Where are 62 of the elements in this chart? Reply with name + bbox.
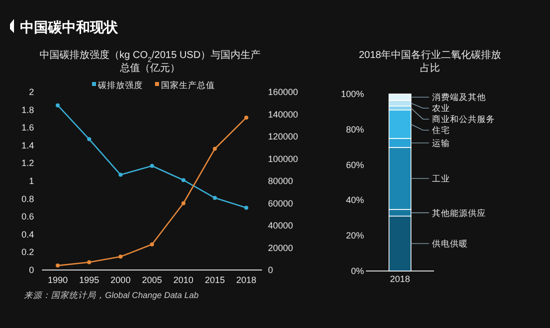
text: 农业 (432, 103, 450, 114)
x-tick-label: 1990 (48, 275, 68, 285)
y2-tick-label: 100000 (268, 154, 298, 164)
y-tick-label: 0 (28, 265, 34, 275)
y2-tick-label: 140000 (268, 109, 298, 120)
y-tick-label: 0.8 (21, 194, 34, 204)
y-tick-label: 1.2 (21, 158, 34, 168)
y2-tick-label: 80000 (268, 176, 294, 186)
y-tick-label: 0.6 (21, 212, 34, 222)
y2-tick-label: 40000 (268, 220, 294, 230)
text: 商业和公共服务 (432, 114, 495, 124)
x-tick-label: 2000 (110, 275, 131, 285)
y-tick-label: 100% (340, 89, 364, 99)
y2-tick-label: 120000 (268, 132, 298, 142)
point (87, 260, 92, 264)
text: 其他能源供应 (432, 208, 486, 218)
chart-title: 中国碳排放强度（kg CO$_{2}$/2015 USD）与国内生产总值（亿元） (39, 49, 261, 74)
point (212, 196, 217, 200)
y-tick-label: 0.2 (21, 247, 34, 258)
point (150, 164, 154, 168)
y2-tick-label: 20000 (268, 242, 294, 253)
legend-label: 国家生产总值 (161, 80, 215, 90)
y2-tick-label: 60000 (268, 198, 294, 208)
y-tick-label: 60% (346, 160, 364, 170)
point (244, 116, 248, 120)
x-tick-label: 2010 (173, 275, 194, 285)
text: 工业 (432, 173, 450, 184)
text: 住宅 (432, 125, 450, 136)
chart-title: 2018年中国各行业二氧化碳排放占比 (358, 49, 502, 74)
x-tick-label: 2005 (142, 275, 162, 285)
text: 供电供暖 (432, 238, 468, 249)
y-tick-label: 1 (28, 176, 34, 186)
y-tick-label: 1.8 (21, 104, 34, 115)
y2-tick-label: 0 (268, 265, 274, 275)
y-tick-label: 0.4 (21, 229, 34, 240)
y-tick-label: 20% (346, 230, 364, 241)
text: 消费端及其他 (432, 92, 486, 102)
text: 运输 (432, 138, 450, 148)
point (56, 103, 60, 108)
y2-tick-label: 160000 (268, 87, 298, 97)
y-tick-label: 0% (350, 266, 364, 276)
point (181, 178, 186, 182)
y-tick-label: 40% (346, 195, 364, 206)
y-tick-label: 80% (346, 124, 364, 134)
source-note: 来源：国家统计局，Global Change Data Lab (24, 290, 199, 300)
x-tick-label: 1995 (79, 275, 100, 285)
x-tick-label: 2018 (390, 274, 410, 284)
point (150, 242, 154, 246)
y-tick-label: 1.6 (21, 122, 34, 133)
legend-label: 碳排放强度 (97, 80, 143, 90)
point (87, 137, 92, 142)
y-tick-label: 2 (28, 87, 34, 97)
point (244, 206, 248, 210)
y-tick-label: 1.4 (21, 140, 34, 150)
point (118, 172, 123, 177)
text: 中国碳中和现状 (20, 19, 119, 35)
point (118, 254, 123, 259)
point (181, 201, 186, 206)
x-tick-label: 2015 (204, 275, 225, 285)
x-tick-label: 2018 (236, 275, 256, 285)
point (56, 264, 60, 268)
point (212, 146, 217, 151)
